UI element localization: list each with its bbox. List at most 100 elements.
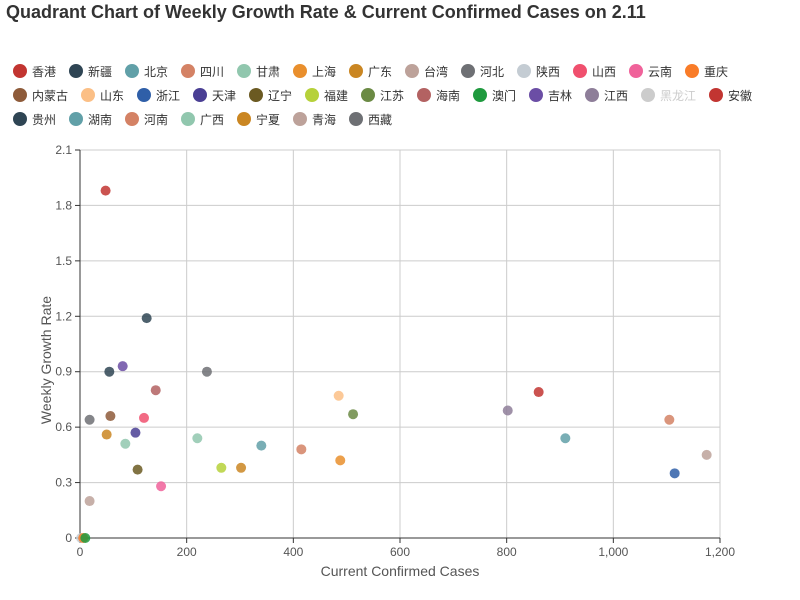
- legend-swatch: [585, 88, 599, 102]
- legend-item[interactable]: 内蒙古: [13, 87, 68, 103]
- data-point[interactable]: [156, 481, 167, 492]
- data-point[interactable]: [201, 366, 212, 377]
- legend-label: 台湾: [424, 64, 449, 79]
- x-tick-label: 1,200: [705, 545, 735, 559]
- legend-item[interactable]: 河北: [461, 63, 504, 79]
- data-point[interactable]: [139, 412, 149, 423]
- legend-item[interactable]: 广西: [181, 111, 224, 127]
- legend-item[interactable]: 湖南: [69, 111, 112, 127]
- legend-label: 江苏: [380, 88, 405, 103]
- legend-label: 云南: [648, 64, 673, 79]
- legend-item[interactable]: 宁夏: [237, 111, 280, 127]
- data-point[interactable]: [216, 462, 227, 473]
- legend-swatch: [305, 88, 319, 102]
- legend-item[interactable]: 山西: [573, 63, 616, 79]
- x-tick-label: 400: [283, 545, 303, 559]
- data-points: [76, 185, 712, 543]
- legend-label: 上海: [312, 64, 337, 79]
- legend-item[interactable]: 澳门: [473, 87, 516, 103]
- data-point[interactable]: [669, 468, 680, 479]
- data-point[interactable]: [130, 427, 141, 438]
- legend-label: 山东: [100, 88, 125, 103]
- legend-item[interactable]: 黑龙江: [641, 87, 696, 103]
- legend-item[interactable]: 江西: [585, 87, 628, 103]
- data-point[interactable]: [101, 429, 112, 440]
- data-point[interactable]: [192, 433, 203, 444]
- data-point[interactable]: [333, 390, 344, 401]
- legend-swatch: [13, 88, 27, 102]
- legend-item[interactable]: 上海: [293, 63, 336, 79]
- legend-item[interactable]: 重庆: [685, 63, 728, 79]
- y-axis-title: Weekly Growth Rate: [38, 296, 54, 424]
- data-point[interactable]: [236, 462, 247, 473]
- data-point[interactable]: [560, 433, 571, 444]
- legend-item[interactable]: 河南: [125, 111, 168, 127]
- data-point[interactable]: [256, 440, 267, 451]
- legend-label: 内蒙古: [32, 88, 69, 103]
- legend-label: 河南: [144, 112, 169, 127]
- legend-item[interactable]: 海南: [417, 87, 460, 103]
- legend-label: 广西: [200, 112, 225, 127]
- legend-item[interactable]: 浙江: [137, 87, 180, 103]
- legend-swatch: [629, 64, 643, 78]
- legend-item[interactable]: 北京: [125, 63, 168, 79]
- y-tick-label: 0.6: [55, 420, 72, 434]
- legend-label: 西藏: [368, 112, 393, 127]
- data-point[interactable]: [132, 464, 143, 475]
- legend-swatch: [249, 88, 263, 102]
- legend-item[interactable]: 西藏: [349, 111, 392, 127]
- legend-item[interactable]: 贵州: [13, 111, 56, 127]
- data-point[interactable]: [701, 449, 712, 460]
- legend-swatch: [237, 112, 251, 126]
- legend-item[interactable]: 吉林: [529, 87, 572, 103]
- data-point[interactable]: [84, 414, 95, 425]
- legend: 香港 新疆 北京 四川 甘肃 上海 广东 台湾 河北 陕西 山西 云南 重庆内蒙古 山东 浙江 天津 辽宁 福建 江…: [0, 0, 800, 140]
- x-tick-label: 800: [497, 545, 517, 559]
- data-point[interactable]: [141, 313, 152, 324]
- x-tick-label: 1,000: [598, 545, 628, 559]
- legend-label: 山西: [592, 64, 617, 79]
- data-point[interactable]: [84, 496, 95, 507]
- legend-item[interactable]: 甘肃: [237, 63, 280, 79]
- legend-item[interactable]: 广东: [349, 63, 392, 79]
- legend-item[interactable]: 青海: [293, 111, 336, 127]
- legend-item[interactable]: 香港: [13, 63, 56, 79]
- legend-item[interactable]: 台湾: [405, 63, 448, 79]
- data-point[interactable]: [335, 455, 346, 466]
- legend-item[interactable]: 新疆: [69, 63, 112, 79]
- legend-item[interactable]: 山东: [81, 87, 124, 103]
- data-point[interactable]: [117, 361, 128, 372]
- legend-swatch: [709, 88, 723, 102]
- data-point[interactable]: [348, 409, 359, 420]
- data-point[interactable]: [664, 414, 675, 425]
- legend-label: 广东: [368, 64, 393, 79]
- legend-item[interactable]: 安徽: [709, 87, 752, 103]
- legend-item[interactable]: 四川: [181, 63, 224, 79]
- data-point[interactable]: [502, 405, 513, 416]
- data-point[interactable]: [100, 185, 111, 196]
- legend-item[interactable]: 陕西: [517, 63, 560, 79]
- legend-label: 青海: [312, 112, 337, 127]
- legend-item[interactable]: 天津: [193, 87, 236, 103]
- data-point[interactable]: [533, 387, 544, 398]
- legend-item[interactable]: 辽宁: [249, 87, 292, 103]
- legend-item[interactable]: 江苏: [361, 87, 404, 103]
- legend-item[interactable]: 云南: [629, 63, 672, 79]
- chart-title: Quadrant Chart of Weekly Growth Rate & C…: [6, 2, 646, 22]
- legend-label: 浙江: [156, 88, 181, 103]
- legend-item[interactable]: 福建: [305, 87, 348, 103]
- data-point[interactable]: [104, 366, 115, 377]
- legend-label: 甘肃: [256, 64, 281, 79]
- data-point[interactable]: [80, 533, 91, 543]
- legend-label: 北京: [144, 64, 169, 79]
- data-point[interactable]: [105, 411, 116, 422]
- legend-swatch: [417, 88, 431, 102]
- x-axis-title: Current Confirmed Cases: [321, 563, 480, 579]
- legend-swatch: [69, 64, 83, 78]
- data-point[interactable]: [150, 385, 161, 396]
- data-point[interactable]: [296, 444, 307, 455]
- legend-swatch: [361, 88, 375, 102]
- legend-swatch: [349, 64, 363, 78]
- data-point[interactable]: [120, 438, 131, 449]
- legend-label: 香港: [32, 64, 57, 79]
